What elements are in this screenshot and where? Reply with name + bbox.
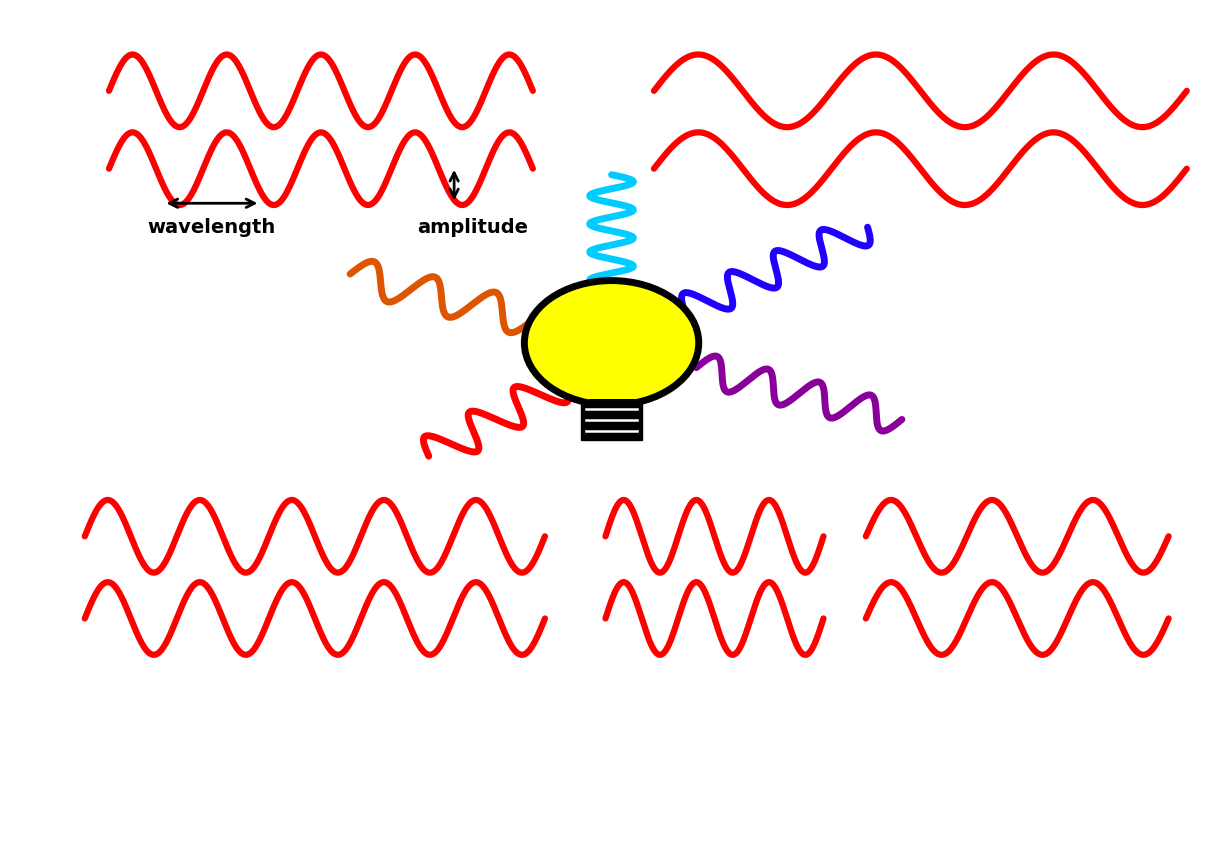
Bar <box>581 400 642 439</box>
Bar <box>589 399 635 402</box>
Text: wavelength: wavelength <box>148 218 276 237</box>
Text: amplitude: amplitude <box>417 218 528 237</box>
Circle shape <box>524 280 699 405</box>
